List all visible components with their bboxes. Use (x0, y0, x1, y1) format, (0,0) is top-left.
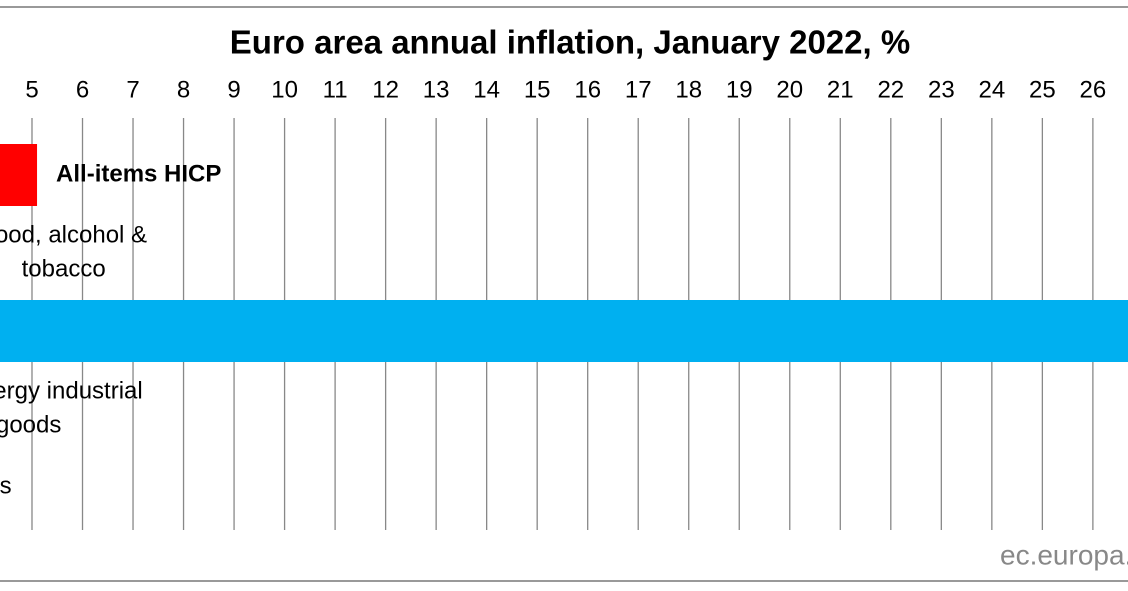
x-tick-label: 5 (25, 76, 38, 103)
bar-label: Non-energy industrial (0, 377, 143, 404)
x-tick-label: 17 (625, 76, 652, 103)
x-tick-label: 22 (877, 76, 904, 103)
bar (0, 300, 1128, 362)
x-tick-label: 14 (473, 76, 500, 103)
x-tick-label: 24 (978, 76, 1005, 103)
x-tick-label: 18 (675, 76, 702, 103)
x-tick-label: 12 (372, 76, 399, 103)
bar-label: All-items HICP (56, 160, 221, 187)
x-tick-label: 26 (1080, 76, 1107, 103)
source: ec.europa.eu (1000, 539, 1128, 570)
x-tick-label: 8 (177, 76, 190, 103)
bar-label: Food, alcohol & (0, 221, 147, 248)
x-tick-label: 21 (827, 76, 854, 103)
x-tick-label: 16 (574, 76, 601, 103)
x-tick-label: 7 (126, 76, 139, 103)
x-tick-label: 23 (928, 76, 955, 103)
bar-label: Services (0, 472, 12, 499)
x-tick-label: 13 (423, 76, 450, 103)
chart-title: Euro area annual inflation, January 2022… (230, 24, 910, 61)
x-tick-label: 25 (1029, 76, 1056, 103)
x-tick-label: 11 (323, 76, 348, 103)
bar (0, 144, 38, 206)
bar-label: goods (0, 411, 61, 438)
x-tick-label: 9 (227, 76, 240, 103)
bar-label: tobacco (22, 255, 106, 282)
x-tick-label: 6 (76, 76, 89, 103)
x-tick-label: 19 (726, 76, 753, 103)
x-tick-label: 20 (776, 76, 803, 103)
x-tick-label: 15 (524, 76, 551, 103)
x-tick-label: 10 (271, 76, 298, 103)
